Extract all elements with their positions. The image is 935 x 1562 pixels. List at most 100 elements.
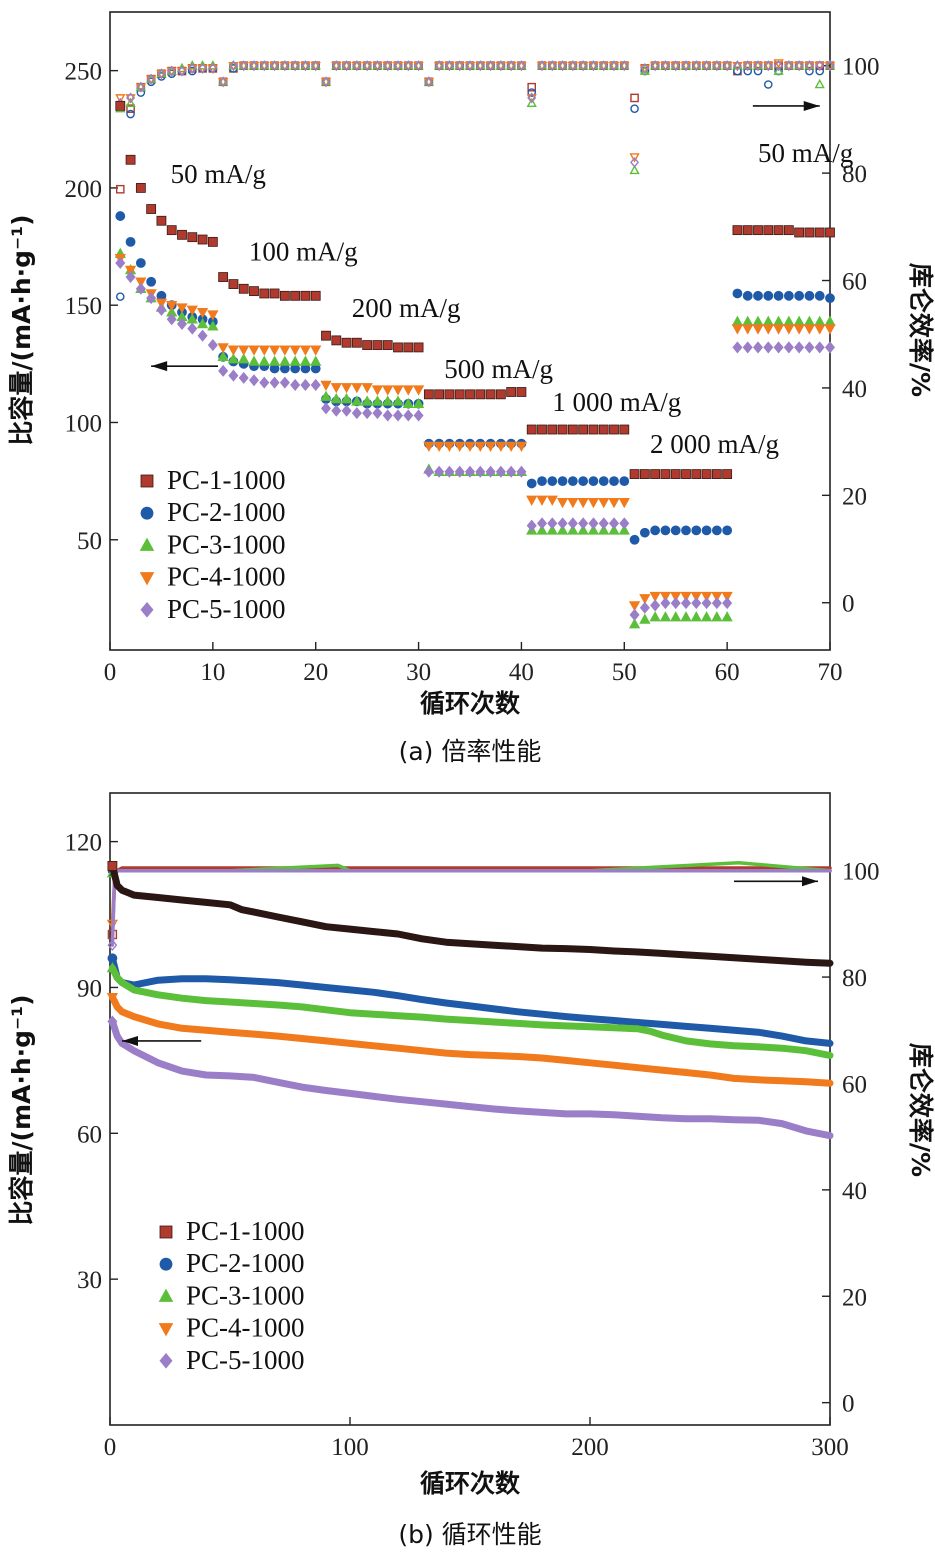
panel-a-efficiency-point-pc-4-1000 [742, 61, 753, 72]
panel-a-capacity-point-pc-1-1000 [547, 424, 558, 435]
panel-a-capacity-point-pc-2-1000 [794, 290, 805, 301]
panel-a-capacity-point-pc-5-1000 [146, 292, 157, 305]
panel-a-capacity-point-pc-4-1000 [814, 324, 826, 335]
panel-a-efficiency-point-pc-5-1000 [455, 60, 465, 72]
panel-a-capacity-point-pc-4-1000 [721, 591, 733, 603]
panel-a-efficiency-point-pc-5-1000 [300, 60, 310, 72]
panel-a-capacity-point-pc-5-1000 [310, 378, 321, 391]
panel-a-capacity-point-pc-5-1000 [300, 378, 311, 391]
panel-a-capacity-point-pc-4-1000 [505, 441, 517, 452]
panel-a-efficiency-point-pc-5-1000 [794, 60, 804, 72]
panel-a-legend-marker-pc-3-1000 [139, 537, 155, 551]
panel-a-capacity-point-pc-1-1000 [228, 279, 239, 289]
panel-b-efficiency-pc-4-1000 [106, 868, 832, 930]
panel-a-capacity-point-pc-4-1000 [803, 324, 816, 335]
panel-a-capacity-point-pc-3-1000 [412, 397, 425, 408]
panel-a-efficiency-point-pc-4-1000 [619, 61, 630, 72]
panel-a-capacity-point-pc-5-1000 [691, 597, 702, 610]
panel-a-efficiency-point-pc-5-1000 [383, 60, 393, 72]
panel-a-capacity-point-pc-4-1000 [556, 498, 569, 509]
arrow-right-efficiency-axis [752, 100, 820, 111]
panel-a-efficiency-point-pc-2-1000 [733, 66, 742, 76]
panel-a-capacity-point-pc-4-1000 [196, 308, 209, 319]
panel-a-capacity-point-pc-4-1000 [762, 324, 774, 335]
panel-a-capacity-point-pc-4-1000 [454, 441, 466, 452]
panel-a-capacity-point-pc-4-1000 [742, 324, 754, 335]
panel-a-capacity-point-pc-1-1000 [660, 469, 671, 479]
panel-a-capacity-point-pc-4-1000 [238, 345, 250, 356]
panel-a-efficiency-point-pc-4-1000 [444, 61, 455, 72]
panel-a-capacity-point-pc-1-1000 [557, 424, 568, 435]
panel-a-efficiency-point-pc-2-1000 [763, 80, 773, 89]
panel-b-legend-label-pc-5-1000: PC-5-1000 [186, 1345, 305, 1375]
panel-a-capacity-point-pc-5-1000 [824, 341, 836, 354]
panel-a-efficiency-point-pc-5-1000 [424, 76, 434, 88]
panel-a-capacity-point-pc-4-1000 [639, 594, 651, 605]
panel-b-caption: (b) 循环性能 [398, 1520, 541, 1549]
panel-a-efficiency-point-pc-4-1000 [691, 61, 702, 72]
panel-a-efficiency-point-pc-5-1000 [444, 60, 454, 72]
panel-a-efficiency-point-pc-4-1000 [464, 61, 476, 72]
panel-a-y-axis-title: 比容量/(mA·h·g⁻¹) [7, 214, 36, 445]
panel-a-capacity-point-pc-2-1000 [691, 525, 702, 536]
panel-b-legend-marker-pc-2-1000 [159, 1257, 173, 1271]
panel-a-capacity-point-pc-5-1000 [290, 378, 301, 391]
panel-a-capacity-point-pc-2-1000 [146, 276, 157, 287]
panel-a-capacity-point-pc-2-1000 [660, 525, 671, 536]
panel-a-capacity-point-pc-5-1000 [578, 517, 589, 530]
panel-a-capacity-point-pc-4-1000 [628, 601, 641, 612]
y-tick-label: 60 [77, 1121, 102, 1148]
panel-a-capacity-point-pc-1-1000 [454, 389, 465, 400]
panel-a-capacity-point-pc-1-1000 [166, 225, 177, 236]
panel-a-capacity-point-pc-2-1000 [732, 288, 743, 299]
panel-a-capacity-point-pc-5-1000 [742, 341, 753, 354]
panel-a-capacity-point-pc-1-1000 [393, 342, 403, 353]
panel-a-capacity-point-pc-1-1000 [362, 340, 373, 350]
panel-a-capacity-point-pc-5-1000 [351, 407, 362, 420]
panel-a-capacity-point-pc-4-1000 [474, 441, 486, 452]
panel-a-legend-entry-pc-4-1000: PC-4-1000 [139, 562, 286, 592]
panel-a-efficiency-point-pc-3-1000 [814, 78, 825, 89]
panel-a-capacity-point-pc-5-1000 [228, 369, 239, 382]
panel-a-efficiency-point-pc-5-1000 [660, 60, 670, 72]
panel-a-capacity-point-pc-1-1000 [115, 100, 126, 111]
panel-a-capacity-point-pc-1-1000 [773, 225, 784, 236]
panel-a-efficiency-point-pc-4-1000 [269, 61, 280, 72]
x-tick-label: 10 [200, 659, 225, 686]
panel-a-axes: 0 10 20 30 40 50 60 70 50 100 150 200 250 0 20 40 60 80 10… [65, 54, 880, 686]
panel-a-capacity-point-pc-3-1000 [361, 395, 373, 406]
panel-a-legend-label-pc-5-1000: PC-5-1000 [167, 594, 286, 624]
panel-a-capacity-point-pc-5-1000 [331, 404, 342, 417]
panel-a-capacity-point-pc-3-1000 [721, 611, 733, 622]
panel-a-efficiency-point-pc-4-1000 [732, 61, 743, 72]
panel-a-capacity-point-pc-5-1000 [732, 341, 743, 354]
y2-tick-label: 100 [842, 54, 880, 81]
panel-b-legend-marker-pc-3-1000 [158, 1288, 174, 1302]
panel-a-efficiency-point-pc-5-1000 [136, 81, 146, 93]
panel-a-capacity-point-pc-3-1000 [536, 524, 548, 535]
panel-a-efficiency-point-pc-4-1000 [752, 61, 764, 72]
panel-a-efficiency-point-pc-5-1000 [558, 60, 568, 72]
panel-b-legend-label-pc-2-1000: PC-2-1000 [186, 1248, 305, 1278]
panel-a-efficiency-point-pc-5-1000 [126, 92, 136, 104]
panel-a-efficiency-point-pc-1-1000 [115, 184, 125, 194]
panel-a-capacity-point-pc-4-1000 [176, 303, 188, 314]
panel-a-capacity-point-pc-3-1000 [371, 395, 384, 406]
panel-b-legend-entry-pc-1-1000: PC-1-1000 [159, 1216, 305, 1246]
panel-a-capacity-point-pc-1-1000 [722, 469, 733, 479]
panel-a-capacity-point-pc-3-1000 [402, 397, 414, 408]
panel-a-efficiency-point-pc-5-1000 [784, 60, 794, 72]
x-tick-label: 0 [104, 659, 117, 686]
y-tick-label: 120 [65, 830, 103, 857]
panel-a-capacity-point-pc-2-1000 [115, 211, 126, 221]
panel-a-efficiency-point-pc-5-1000 [671, 60, 681, 72]
panel-a-capacity-markers [114, 100, 836, 629]
panel-a-efficiency-point-pc-2-1000 [743, 66, 753, 76]
panel-a-capacity-point-pc-3-1000 [340, 393, 353, 404]
panel-a-efficiency-point-pc-5-1000 [342, 60, 352, 72]
panel-a-capacity-point-pc-1-1000 [465, 389, 475, 400]
panel-a-capacity-point-pc-2-1000 [742, 290, 753, 301]
x-tick-label: 20 [303, 659, 328, 686]
panel-a-capacity-point-pc-1-1000 [598, 424, 609, 435]
